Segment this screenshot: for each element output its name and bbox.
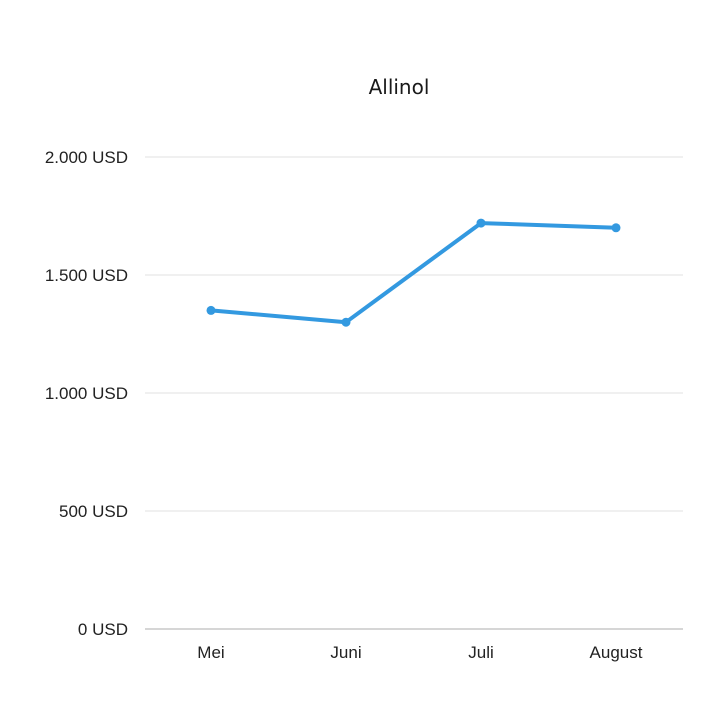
data-point — [476, 218, 486, 228]
data-point — [341, 317, 351, 327]
y-tick-label: 0 USD — [78, 620, 128, 639]
y-tick-label: 1.000 USD — [45, 384, 128, 403]
x-tick-label: Mei — [197, 643, 224, 662]
x-axis-tick-labels: Mei Juni Juli August — [197, 643, 642, 662]
data-point — [206, 305, 216, 315]
y-tick-label: 1.500 USD — [45, 266, 128, 285]
x-tick-label: Juli — [468, 643, 494, 662]
series-layer — [206, 218, 621, 327]
chart-title: Allinol — [369, 75, 430, 99]
series-line — [209, 221, 618, 325]
x-tick-label: Juni — [330, 643, 361, 662]
y-tick-label: 2.000 USD — [45, 148, 128, 167]
gridlines — [145, 156, 683, 630]
x-tick-label: August — [590, 643, 643, 662]
y-tick-label: 500 USD — [59, 502, 128, 521]
y-axis-tick-labels: 0 USD 500 USD 1.000 USD 1.500 USD 2.000 USD — [45, 148, 128, 639]
data-point — [611, 223, 621, 233]
